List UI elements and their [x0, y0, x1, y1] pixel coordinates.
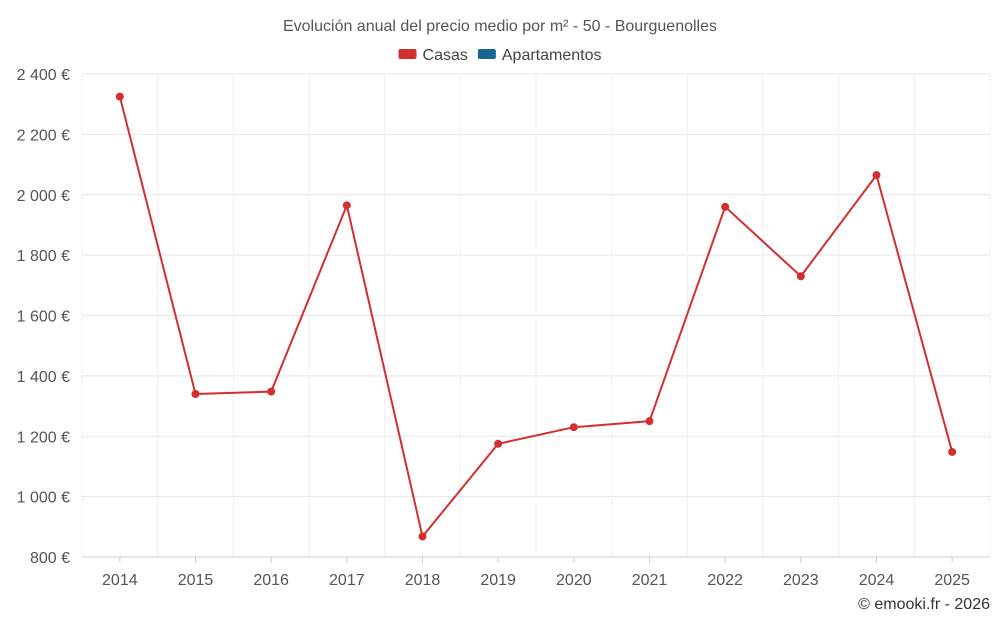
chart-title: Evolución anual del precio medio por m² …: [283, 18, 717, 35]
legend-swatch: [398, 49, 417, 59]
x-tick-label: 2021: [632, 572, 668, 589]
y-tick-label: 2 200 €: [17, 127, 70, 144]
x-tick-label: 2017: [329, 572, 365, 589]
x-tick-label: 2019: [480, 572, 516, 589]
x-tick-label: 2022: [707, 572, 743, 589]
data-point-2015[interactable]: [191, 389, 200, 398]
legend-label: Apartamentos: [502, 47, 602, 64]
data-point-2025[interactable]: [948, 447, 957, 456]
legend-swatch: [477, 49, 496, 59]
x-tick-label: 2018: [405, 572, 441, 589]
data-point-2016[interactable]: [267, 387, 276, 396]
y-tick-label: 1 400 €: [17, 369, 70, 386]
grid: [81, 73, 991, 558]
x-tick-label: 2020: [556, 572, 592, 589]
x-tick-label: 2015: [178, 572, 214, 589]
data-point-2017[interactable]: [342, 201, 351, 210]
data-point-2021[interactable]: [645, 417, 654, 426]
series-line-casas: [118, 96, 954, 538]
y-tick-label: 1 200 €: [17, 429, 70, 446]
y-axis: 800 € 1 000 € 1 200 € 1 400 € 1 600 € 1 800 €…: [17, 67, 70, 567]
credit-text: © emooki.fr - 2026: [858, 596, 990, 613]
data-point-2018[interactable]: [418, 532, 427, 541]
data-point-2014[interactable]: [115, 92, 124, 101]
y-tick-label: 1 800 €: [17, 248, 70, 265]
data-point-2024[interactable]: [872, 171, 881, 180]
data-point-2019[interactable]: [494, 439, 503, 448]
x-tick-label: 2025: [934, 572, 970, 589]
data-point-2020[interactable]: [569, 423, 578, 432]
series-area: [115, 92, 957, 541]
y-tick-label: 800 €: [30, 550, 70, 567]
x-axis: 2014 2015 2016 2017 2018 2019 2020 2021 2022 2023…: [82, 556, 990, 589]
data-point-2022[interactable]: [721, 202, 730, 211]
legend-item-apartamentos[interactable]: Apartamentos: [477, 47, 602, 64]
legend: Casas Apartamentos: [398, 47, 602, 64]
data-point-2023[interactable]: [796, 272, 805, 281]
x-tick-label: 2016: [253, 572, 289, 589]
x-tick-label: 2014: [102, 572, 138, 589]
legend-label: Casas: [423, 47, 468, 64]
legend-item-casas[interactable]: Casas: [398, 47, 468, 64]
y-tick-label: 1 600 €: [17, 309, 70, 326]
y-tick-label: 2 000 €: [17, 188, 70, 205]
y-tick-label: 1 000 €: [17, 490, 70, 507]
y-tick-label: 2 400 €: [17, 67, 70, 84]
x-tick-label: 2023: [783, 572, 819, 589]
x-tick-label: 2024: [859, 572, 895, 589]
